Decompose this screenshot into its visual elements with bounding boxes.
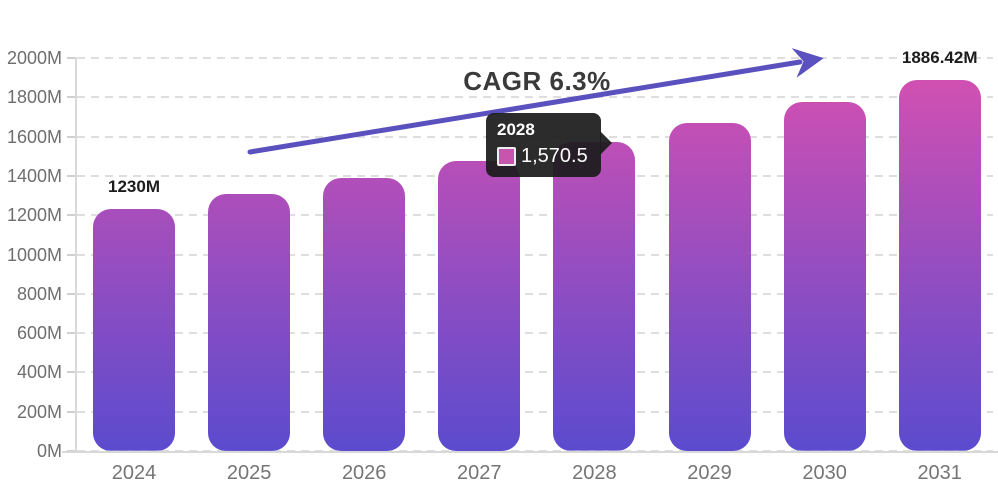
y-axis-label-1000M: 1000M <box>6 244 62 265</box>
x-axis-label-2026: 2026 <box>341 462 387 484</box>
x-axis-label-2027: 2027 <box>457 462 502 484</box>
y-axis-label-600M: 600M <box>16 323 62 344</box>
bar-2030[interactable] <box>783 102 866 451</box>
gridline-1000M <box>77 253 993 256</box>
tooltip: 2028 1,570.5 <box>486 113 612 177</box>
y-axis-label-200M: 200M <box>16 401 62 422</box>
bar-2027[interactable] <box>438 160 521 451</box>
y-axis-tick <box>67 174 76 177</box>
y-axis-label-1200M: 1200M <box>6 205 62 226</box>
y-axis-label-0M: 0M <box>36 441 62 461</box>
x-axis-label-2028: 2028 <box>572 462 617 484</box>
y-axis-tick <box>67 96 76 99</box>
tooltip-year: 2028 <box>497 120 535 139</box>
x-axis-label-2031: 2031 <box>917 462 962 484</box>
bar-2024[interactable] <box>93 209 175 451</box>
bar-value-label-2024: 1230M <box>108 177 160 197</box>
y-axis-label-400M: 400M <box>16 362 62 383</box>
bar-value-label-2031: 1886.42M <box>901 48 978 68</box>
bar-2026[interactable] <box>323 177 406 451</box>
gridline-600M <box>77 332 993 335</box>
tooltip-tail <box>599 131 612 155</box>
cagr-label: CAGR 6.3% <box>463 66 611 96</box>
y-axis-label-1800M: 1800M <box>6 87 62 108</box>
x-axis-label-2025: 2025 <box>226 462 272 484</box>
y-axis-tick <box>67 410 76 413</box>
y-axis-tick <box>67 57 76 59</box>
x-axis-label-2030: 2030 <box>802 462 847 484</box>
y-axis-tick <box>67 214 76 217</box>
gridline-1200M <box>77 214 993 217</box>
y-axis-tick <box>67 371 76 374</box>
bar-2025[interactable] <box>208 194 291 451</box>
y-axis-label-1400M: 1400M <box>6 165 62 186</box>
tooltip-row: 1,570.5 <box>497 145 588 168</box>
y-axis-label-1600M: 1600M <box>6 126 62 147</box>
tooltip-series-swatch-icon <box>497 147 516 166</box>
bar-2029[interactable] <box>668 122 751 451</box>
bar-2031[interactable] <box>898 80 981 451</box>
x-axis-label-2029: 2029 <box>687 462 732 484</box>
y-axis-tick <box>67 292 76 295</box>
gridline-400M <box>77 371 993 374</box>
y-axis-label-2000M: 2000M <box>6 48 62 68</box>
x-axis-label-2024: 2024 <box>111 462 157 484</box>
gridline-200M <box>77 410 993 413</box>
x-axis-line <box>62 451 998 453</box>
gridline-2000M <box>77 57 993 59</box>
tooltip-value: 1,570.5 <box>521 145 588 167</box>
y-axis-tick <box>67 332 76 335</box>
y-axis-line <box>75 58 77 452</box>
bar-2028[interactable] <box>553 142 636 451</box>
y-axis-label-800M: 800M <box>16 283 62 304</box>
y-axis-tick <box>67 253 76 256</box>
y-axis-tick <box>67 135 76 138</box>
gridline-800M <box>77 292 993 295</box>
